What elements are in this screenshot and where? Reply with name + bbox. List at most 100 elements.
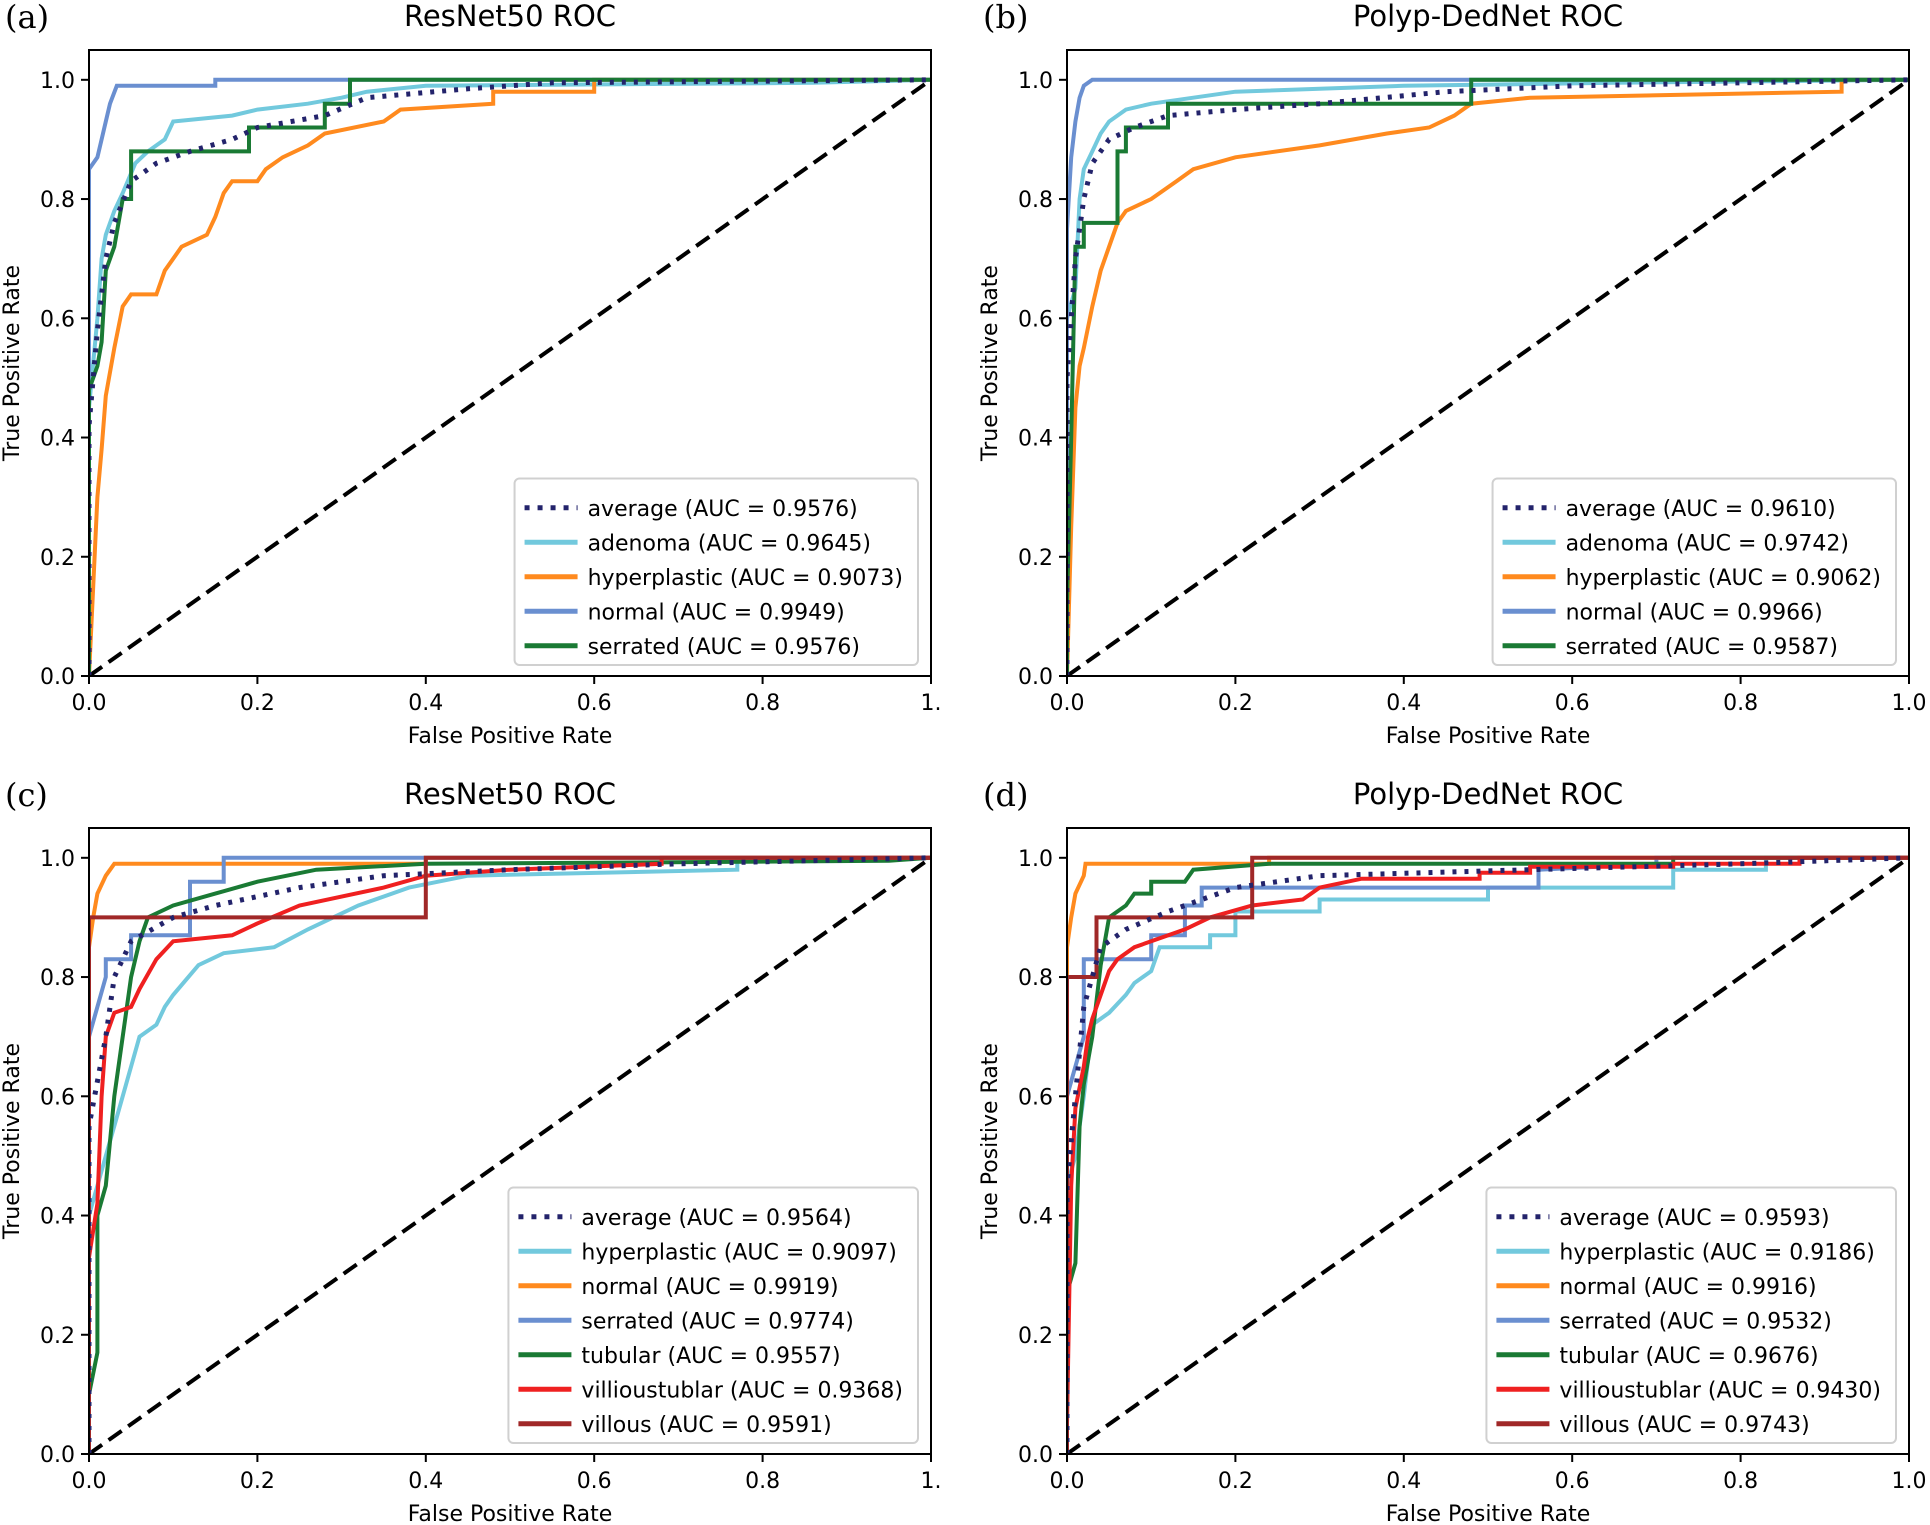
x-tick-label: 0.0 bbox=[72, 1469, 107, 1494]
legend-label: normal (AUC = 0.9916) bbox=[1559, 1275, 1816, 1300]
chart-title: Polyp-DedNet ROC bbox=[1353, 0, 1623, 33]
chart-title: Polyp-DedNet ROC bbox=[1353, 777, 1623, 811]
y-axis-label: True Positive Rate bbox=[0, 1043, 25, 1240]
chart-title: ResNet50 ROC bbox=[404, 0, 616, 33]
x-tick-label: 0.4 bbox=[1386, 691, 1421, 716]
y-tick-label: 0.2 bbox=[40, 1324, 75, 1349]
roc-curve-hyperplastic bbox=[89, 77, 931, 676]
y-tick-label: 0.4 bbox=[1018, 1205, 1053, 1230]
y-tick-label: 0.2 bbox=[40, 546, 75, 571]
y-tick-label: 1.0 bbox=[1018, 69, 1053, 94]
y-axis-label: True Positive Rate bbox=[0, 265, 25, 462]
legend-box bbox=[507, 1186, 919, 1444]
y-tick-label: 0.8 bbox=[1018, 188, 1053, 213]
y-tick-label: 1.0 bbox=[1018, 847, 1053, 872]
legend-item-serrated: serrated (AUC = 0.9532) bbox=[1496, 1309, 1832, 1334]
legend-item-serrated: serrated (AUC = 0.9576) bbox=[524, 635, 860, 660]
legend: average (AUC = 0.9564) hyperplastic (AUC … bbox=[507, 1186, 919, 1444]
x-tick-label: 0.0 bbox=[1050, 1469, 1085, 1494]
x-tick-label: 1. bbox=[921, 1469, 942, 1494]
legend-label: villous (AUC = 0.9591) bbox=[581, 1413, 831, 1438]
y-tick-label: 1.0 bbox=[40, 69, 75, 94]
legend-label: serrated (AUC = 0.9532) bbox=[1559, 1309, 1831, 1334]
legend: average (AUC = 0.9610) adenoma (AUC = 0.9… bbox=[1491, 477, 1897, 666]
y-tick-label: 0.2 bbox=[1018, 546, 1053, 571]
legend-box bbox=[513, 477, 919, 666]
legend-item-villous: villous (AUC = 0.9743) bbox=[1496, 1413, 1810, 1438]
diagonal-chance-line bbox=[89, 78, 931, 676]
x-tick-label: 0.8 bbox=[745, 1469, 780, 1494]
x-tick-label: 1. bbox=[921, 691, 942, 716]
y-tick-label: 0.4 bbox=[40, 1205, 75, 1230]
legend-item-average: average (AUC = 0.9576) bbox=[524, 497, 858, 522]
y-tick-label: 0.8 bbox=[40, 966, 75, 991]
roc-panel-a: (a) ResNet50 ROC 0.0 0.2 0.4 0.6 0.8 1. 0.0 0.2 0.… bbox=[0, 0, 942, 749]
x-tick-label: 0.8 bbox=[745, 691, 780, 716]
legend-item-hyperplastic: hyperplastic (AUC = 0.9073) bbox=[524, 566, 903, 591]
x-tick-label: 0.2 bbox=[1218, 691, 1253, 716]
legend-item-normal: normal (AUC = 0.9919) bbox=[518, 1275, 839, 1300]
legend-item-serrated: serrated (AUC = 0.9587) bbox=[1502, 635, 1838, 660]
x-tick-label: 0.4 bbox=[408, 1469, 443, 1494]
x-tick-label: 0.4 bbox=[408, 691, 443, 716]
x-tick-label: 0.8 bbox=[1723, 1469, 1758, 1494]
y-tick-label: 0.0 bbox=[40, 1443, 75, 1468]
y-tick-label: 0.6 bbox=[40, 307, 75, 332]
y-tick-label: 0.4 bbox=[40, 427, 75, 452]
legend-label: tubular (AUC = 0.9676) bbox=[1559, 1344, 1818, 1369]
legend-label: hyperplastic (AUC = 0.9073) bbox=[588, 566, 903, 591]
roc-curve-serrated bbox=[89, 77, 931, 676]
legend-item-tubular: tubular (AUC = 0.9557) bbox=[518, 1344, 841, 1369]
panel-label: (b) bbox=[983, 0, 1028, 36]
x-tick-label: 0.0 bbox=[1050, 691, 1085, 716]
panel-label: (d) bbox=[983, 776, 1028, 814]
axes-frame bbox=[1066, 827, 1910, 1455]
legend-label: average (AUC = 0.9593) bbox=[1559, 1206, 1829, 1231]
diagonal-chance-line bbox=[89, 856, 931, 1454]
legend-item-villioustublar: villioustublar (AUC = 0.9430) bbox=[1496, 1378, 1881, 1403]
x-tick-label: 1.0 bbox=[1892, 691, 1927, 716]
x-axis-label: False Positive Rate bbox=[1386, 1502, 1590, 1525]
legend-label: serrated (AUC = 0.9587) bbox=[1566, 635, 1838, 660]
legend-label: average (AUC = 0.9564) bbox=[581, 1206, 851, 1231]
y-tick-label: 1.0 bbox=[40, 847, 75, 872]
legend-item-hyperplastic: hyperplastic (AUC = 0.9062) bbox=[1502, 566, 1881, 591]
legend-box bbox=[1491, 477, 1897, 666]
legend-label: normal (AUC = 0.9966) bbox=[1566, 600, 1823, 625]
chart-title: ResNet50 ROC bbox=[404, 777, 616, 811]
y-axis-label: True Positive Rate bbox=[978, 265, 1003, 462]
legend-label: hyperplastic (AUC = 0.9097) bbox=[581, 1240, 896, 1265]
roc-panel-c: (c) ResNet50 ROC 0.0 0.2 0.4 0.6 0.8 1. 0.0 0.2 0.… bbox=[0, 776, 942, 1525]
y-tick-label: 0.6 bbox=[40, 1085, 75, 1110]
roc-curve-hyperplastic bbox=[1067, 77, 1909, 676]
x-tick-label: 0.6 bbox=[1555, 1469, 1590, 1494]
roc-curve-average bbox=[89, 77, 931, 676]
legend-label: villous (AUC = 0.9743) bbox=[1559, 1413, 1809, 1438]
y-tick-label: 0.8 bbox=[1018, 966, 1053, 991]
x-tick-label: 0.2 bbox=[240, 691, 275, 716]
panel-label: (a) bbox=[5, 0, 49, 36]
y-tick-label: 0.6 bbox=[1018, 1085, 1053, 1110]
roc-panel-b: (b) Polyp-DedNet ROC 0.0 0.2 0.4 0.6 0.8 1.0 0.0… bbox=[978, 0, 1927, 749]
x-tick-label: 0.2 bbox=[1218, 1469, 1253, 1494]
x-tick-label: 0.8 bbox=[1723, 691, 1758, 716]
legend-label: average (AUC = 0.9576) bbox=[588, 497, 858, 522]
legend-item-normal: normal (AUC = 0.9966) bbox=[1502, 600, 1823, 625]
legend-label: villioustublar (AUC = 0.9368) bbox=[581, 1378, 903, 1403]
legend-label: serrated (AUC = 0.9576) bbox=[588, 635, 860, 660]
legend-label: adenoma (AUC = 0.9742) bbox=[1566, 531, 1849, 556]
x-tick-label: 1.0 bbox=[1892, 1469, 1927, 1494]
legend-item-average: average (AUC = 0.9564) bbox=[518, 1206, 852, 1231]
legend: average (AUC = 0.9576) adenoma (AUC = 0.9… bbox=[513, 477, 919, 666]
y-tick-label: 0.4 bbox=[1018, 427, 1053, 452]
legend-item-average: average (AUC = 0.9593) bbox=[1496, 1206, 1830, 1231]
legend-label: villioustublar (AUC = 0.9430) bbox=[1559, 1378, 1881, 1403]
legend-label: serrated (AUC = 0.9774) bbox=[581, 1309, 853, 1334]
legend-item-villioustublar: villioustublar (AUC = 0.9368) bbox=[518, 1378, 903, 1403]
legend-item-normal: normal (AUC = 0.9916) bbox=[1496, 1275, 1817, 1300]
legend-label: normal (AUC = 0.9919) bbox=[581, 1275, 838, 1300]
roc-curve-average bbox=[89, 855, 931, 1454]
roc-panel-d: (d) Polyp-DedNet ROC 0.0 0.2 0.4 0.6 0.8 1.0 0.0… bbox=[978, 776, 1927, 1525]
roc-curve-villous bbox=[1067, 855, 1909, 1454]
